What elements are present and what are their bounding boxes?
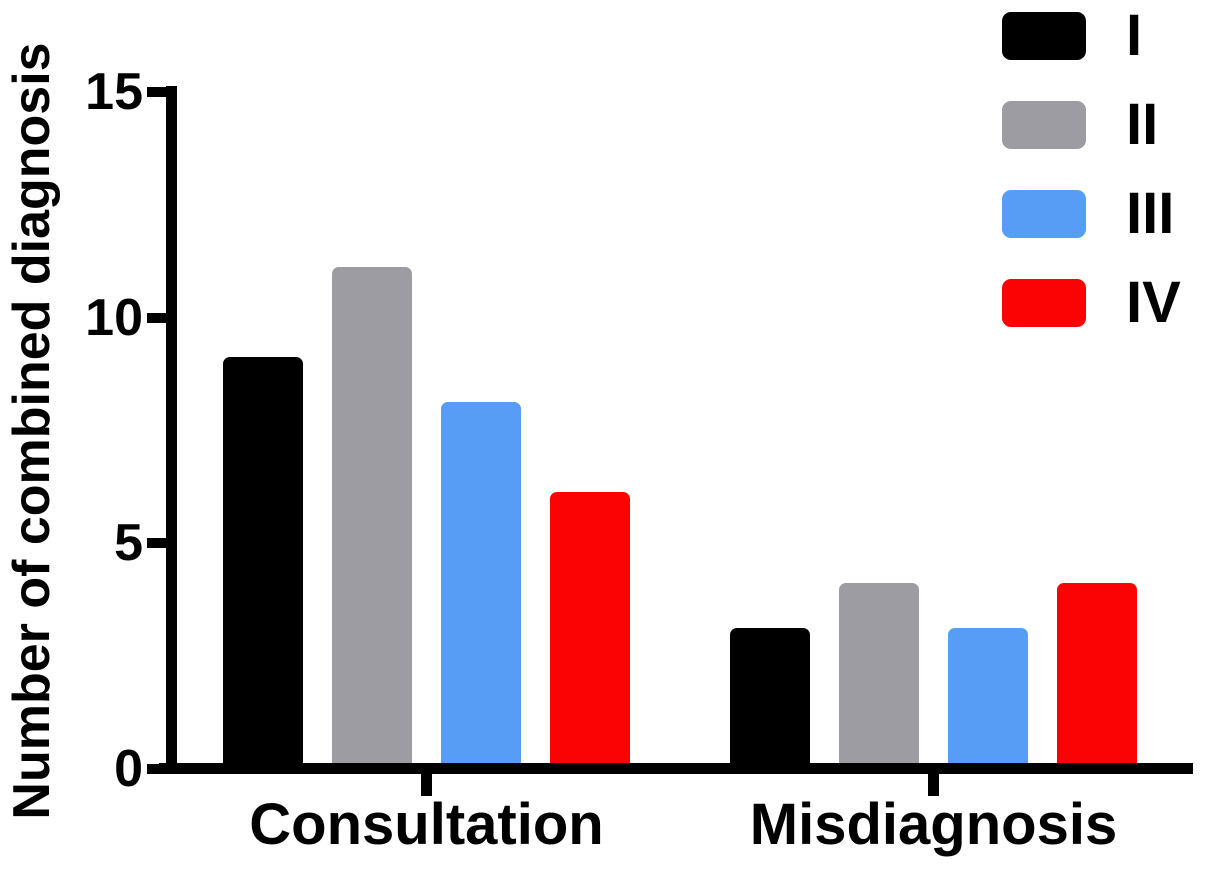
- legend-swatch-I: [1002, 12, 1086, 60]
- legend-label-II: II: [1126, 92, 1159, 157]
- bar-misdiagnosis-III: [948, 627, 1028, 763]
- legend-label-IV: IV: [1126, 270, 1181, 335]
- bar-consultation-II: [332, 266, 412, 763]
- x-tick-mark-consultation: [421, 774, 432, 796]
- y-tick-label-15: 15: [85, 63, 143, 121]
- legend-swatch-III: [1002, 190, 1086, 238]
- legend-item-I: I: [1002, 7, 1142, 65]
- legend-item-III: III: [1002, 185, 1174, 243]
- x-category-label-consultation: Consultation: [249, 792, 604, 857]
- x-axis-line: [159, 763, 1193, 774]
- y-tick-mark-10: [147, 312, 168, 323]
- y-tick-mark-0: [147, 763, 168, 774]
- bar-consultation-I: [223, 357, 303, 763]
- y-tick-mark-5: [147, 538, 168, 548]
- y-tick-label-0: 0: [114, 739, 143, 798]
- y-tick-label-10: 10: [85, 288, 143, 347]
- y-tick-label-5: 5: [114, 514, 143, 572]
- bar-consultation-IV: [550, 492, 630, 763]
- x-category-label-misdiagnosis: Misdiagnosis: [749, 792, 1118, 857]
- x-tick-mark-misdiagnosis: [928, 774, 939, 796]
- legend-label-I: I: [1126, 3, 1143, 68]
- legend-swatch-II: [1002, 101, 1086, 149]
- bar-consultation-III: [441, 402, 521, 763]
- legend-item-IV: IV: [1002, 274, 1181, 332]
- y-axis-title: Number of combined diagnosis: [3, 42, 61, 820]
- legend-swatch-IV: [1002, 279, 1086, 327]
- bar-misdiagnosis-I: [730, 627, 810, 763]
- y-tick-mark-15: [147, 87, 168, 97]
- legend-item-II: II: [1002, 96, 1158, 154]
- bar-misdiagnosis-II: [839, 582, 919, 763]
- bar-misdiagnosis-IV: [1057, 582, 1137, 763]
- legend-label-III: III: [1126, 181, 1175, 246]
- y-axis-line: [166, 86, 177, 774]
